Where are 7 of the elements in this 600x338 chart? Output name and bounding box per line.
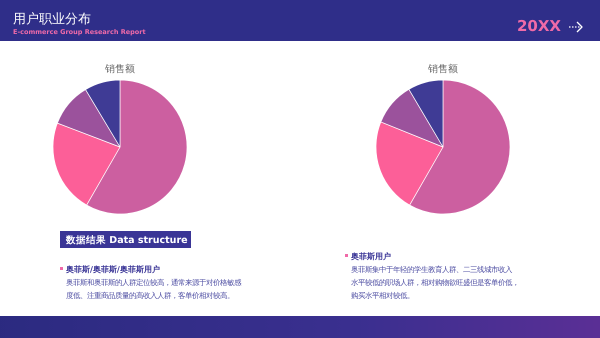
text: 奥菲斯/奥菲斯/奥菲斯用户 <box>65 265 160 274</box>
text: 奥菲斯用户 <box>350 252 391 261</box>
text: 用户职业分布 <box>13 12 91 27</box>
chart-title: 销售额 <box>104 63 135 75</box>
chart-title: 销售额 <box>427 63 458 75</box>
text: 20XX <box>516 17 562 35</box>
text: 数据结果 Data structure <box>65 234 188 246</box>
